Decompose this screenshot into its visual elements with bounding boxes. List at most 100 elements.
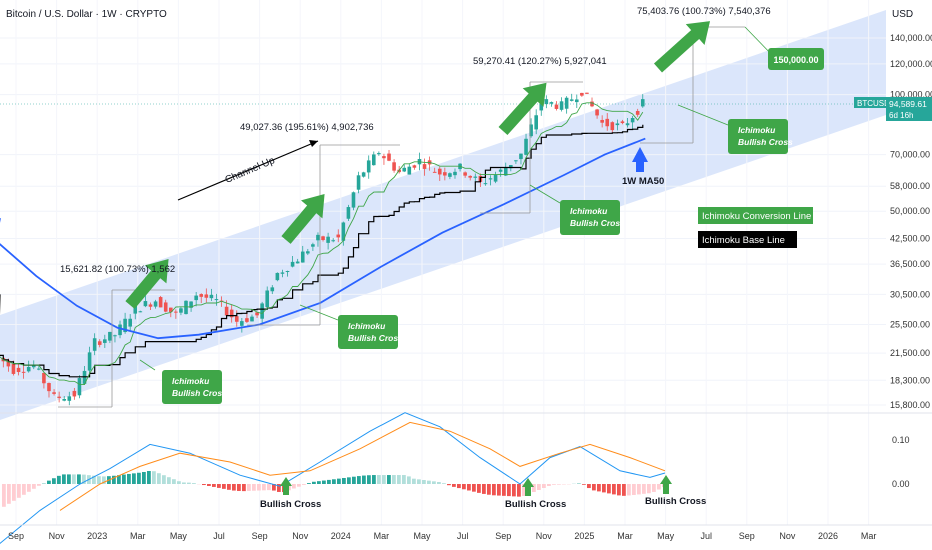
candle-body (326, 236, 330, 243)
macd-hist-bar (502, 484, 506, 496)
candle-body (361, 172, 366, 177)
macd-hist-bar (482, 484, 486, 494)
candle-body (544, 99, 549, 105)
ichimoku-callout-3 (560, 200, 620, 235)
candle-body (31, 364, 36, 368)
candle-body (265, 290, 270, 307)
channel-up-arrow (177, 140, 319, 201)
measure-2-label: 49,027.36 (195.61%) 4,902,736 (240, 122, 374, 133)
legend-conversion-label: Ichimoku Conversion Line (702, 211, 811, 222)
macd-hist-bar (647, 484, 651, 494)
ichimoku-callout-2-line2: Bullish Cross (348, 333, 403, 343)
macd-hist-bar (547, 484, 551, 486)
macd-hist-bar (462, 484, 466, 490)
candle-body (640, 99, 645, 107)
macd-hist-bar (332, 479, 336, 484)
candle-body (11, 363, 16, 374)
macd-hist-bar (72, 474, 76, 484)
candle-body (179, 308, 183, 313)
macd-hist-bar (402, 475, 406, 484)
macd-hist-bar (202, 484, 206, 486)
time-tick-label: May (170, 531, 188, 541)
candle-body (392, 162, 396, 171)
candle-body (67, 396, 72, 401)
candle-body (209, 294, 214, 299)
macd-hist-bar (267, 484, 271, 491)
time-tick-label: Nov (49, 531, 66, 541)
current-symbol-badge (854, 97, 894, 108)
time-tick-label: Sep (8, 531, 24, 541)
macd-hist-bar (602, 484, 606, 493)
macd-hist-bar (447, 484, 451, 486)
candle-body (275, 272, 280, 281)
macd-hist-bar (12, 484, 16, 501)
target-label: 150,000.00 (773, 55, 818, 65)
candle-body (306, 251, 310, 254)
candle-body (569, 99, 574, 101)
bullish-cross-arrow-3 (660, 475, 672, 494)
candle-body (331, 240, 335, 242)
macd-hist-bar (22, 484, 26, 495)
candle-body (285, 271, 290, 273)
macd-hist-bar (642, 484, 646, 494)
measure-3-label: 59,270.41 (120.27%) 5,927,041 (473, 56, 607, 67)
macd-hist-bar (152, 471, 156, 484)
macd-hist-bar (177, 481, 181, 484)
candle-body (194, 295, 198, 301)
time-axis[interactable]: Sep Nov 2023 Mar May Jul Sep Nov 2024 Mar May Jul Se… (8, 531, 876, 541)
macd-hist-bar (357, 476, 361, 484)
channel-up-label: Channel Up (224, 155, 277, 186)
macd-hist-bar (427, 480, 431, 484)
price-axis[interactable]: 140,000.00 120,000.00 100,000.00 70,000.00 5… (890, 33, 932, 410)
time-tick-label: Nov (779, 531, 796, 541)
candle-body (595, 109, 599, 116)
ma50-label: 1W MA50 (622, 176, 664, 187)
macd-hist-bar (607, 484, 611, 494)
candle-body (290, 261, 295, 267)
macd-hist-bar (542, 484, 546, 488)
candle-body (402, 167, 407, 172)
macd-hist-bar (407, 476, 411, 484)
macd-hist-bar (32, 484, 36, 489)
time-tick-label: 2025 (574, 531, 594, 541)
candle-body (356, 175, 361, 190)
macd-hist-bar (537, 484, 541, 490)
macd-hist-bar (262, 484, 266, 491)
candle-body (280, 272, 285, 274)
candle-body (336, 234, 341, 238)
macd-hist-bar (97, 476, 101, 484)
macd-hist-bar (532, 484, 536, 492)
macd-hist-bar (37, 484, 41, 486)
macd-hist-bar (172, 479, 176, 484)
macd-hist-bar (617, 484, 621, 496)
candle-body (260, 303, 264, 319)
candle-body (240, 321, 244, 326)
candle-body (224, 306, 229, 316)
candle-body (199, 294, 204, 297)
candle-body (590, 101, 594, 107)
candle-body (514, 160, 518, 162)
candle-body (168, 307, 173, 313)
macd-hist-bar (157, 473, 161, 484)
candle-body (204, 294, 209, 298)
price-tick-label: 70,000.00 (890, 150, 930, 160)
ichimoku-callout-3-line2: Bullish Cross (570, 218, 625, 228)
time-tick-label: Nov (536, 531, 553, 541)
macd-hist-bar (27, 484, 31, 492)
candle-body (72, 390, 77, 397)
measure-1-label: 15,621.82 (100.73%) 1,562 (60, 264, 175, 275)
candle-body (503, 167, 508, 176)
macd-hist-bar (237, 484, 241, 491)
candle-body (133, 305, 138, 314)
time-tick-label: 2023 (87, 531, 107, 541)
macd-hist-bar (182, 482, 186, 484)
time-tick-label: Jul (700, 531, 712, 541)
macd-hist-bar (147, 471, 151, 484)
candle-body (311, 244, 315, 247)
candle-body (605, 118, 610, 127)
channel-up-band (0, 10, 886, 420)
current-price: 94,589.61 (889, 99, 927, 109)
macd-hist-bar (2, 484, 6, 507)
